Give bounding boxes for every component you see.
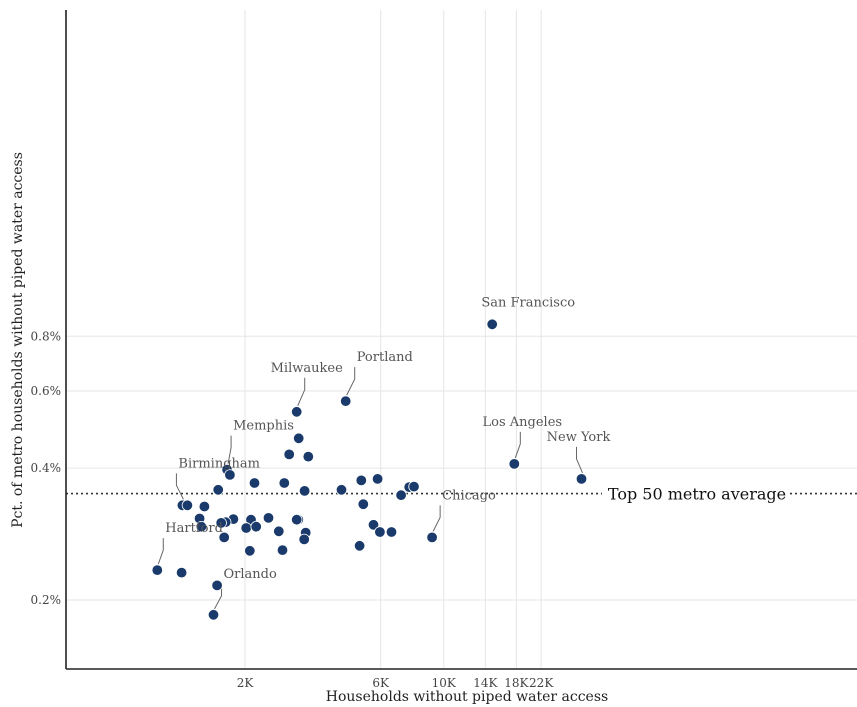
reference-line-group: Top 50 metro average [66, 485, 857, 504]
y-tick-label: 0.2% [31, 593, 62, 607]
x-tick-label: 10K [432, 676, 457, 690]
scatter-point [575, 473, 588, 485]
point-label: Memphis [233, 419, 294, 434]
scatter-point [385, 526, 398, 538]
y-axis-title: Pct. of metro households without piped w… [10, 152, 26, 528]
scatter-point [395, 489, 407, 501]
scatter-point [298, 485, 311, 497]
scatter-point [291, 514, 303, 526]
point-labels: San Francisco Portland Milwaukee Memphis Bir… [165, 295, 610, 582]
y-tick-label: 0.4% [31, 461, 62, 475]
point-label: New York [547, 430, 611, 445]
grid-lines [66, 10, 857, 669]
scatter-point [293, 432, 305, 445]
point-label: Milwaukee [271, 361, 343, 376]
scatter-point [240, 522, 252, 534]
scatter-point [353, 540, 366, 552]
scatter-point [508, 458, 521, 470]
point-label: Birmingham [178, 456, 260, 471]
scatter-point [486, 318, 498, 331]
axes [65, 10, 857, 670]
point-label: Hartford [165, 521, 223, 536]
label-leader-line [514, 431, 521, 459]
scatter-point [278, 477, 291, 489]
label-leader-line [227, 435, 232, 464]
scatter-point [250, 521, 262, 533]
scatter-point [367, 519, 380, 531]
scatter-point [426, 531, 438, 544]
x-tick-label: 22K [529, 676, 554, 690]
label-leader-line [346, 367, 356, 396]
label-leader-line [576, 446, 583, 474]
x-tick-label: 14K [473, 676, 498, 690]
scatter-point [291, 406, 303, 418]
scatter-point [195, 521, 208, 533]
scatter-point [244, 545, 256, 557]
x-tick-label: 18K [504, 676, 529, 690]
scatter-point [151, 564, 164, 576]
scatter-point [371, 473, 384, 485]
point-label: Portland [357, 350, 413, 365]
scatter-point [218, 531, 230, 544]
tick-labels: 2K 6K 10K 14K 18K 22K 0.2% 0.4% 0.6% 0.8% [31, 329, 555, 690]
data-points [151, 318, 588, 621]
scatter-point [408, 480, 420, 493]
x-tick-label: 2K [237, 676, 255, 690]
scatter-point [175, 566, 188, 579]
scatter-point [215, 517, 227, 529]
scatter-point [273, 525, 285, 538]
scatter-point [357, 498, 370, 510]
scatter-point [374, 526, 386, 538]
label-leader-line [175, 473, 184, 500]
scatter-point [224, 469, 236, 481]
scatter-point [181, 499, 194, 512]
scatter-point [340, 395, 352, 407]
scatter-point [355, 474, 368, 487]
label-leader-line [432, 505, 441, 532]
scatter-point [302, 450, 315, 463]
y-tick-label: 0.8% [31, 329, 62, 343]
point-label: San Francisco [481, 295, 575, 310]
label-leader-line [157, 538, 164, 565]
point-label: Chicago [442, 488, 496, 503]
scatter-point [198, 500, 211, 513]
scatter-point [212, 484, 224, 496]
scatter-point [298, 533, 310, 546]
scatter-point [248, 477, 261, 489]
scatter-point [207, 609, 220, 621]
point-label: Los Angeles [483, 415, 563, 430]
reference-line-label: Top 50 metro average [608, 485, 786, 504]
scatter-point [283, 448, 295, 461]
scatter-point [211, 579, 223, 592]
scatter-point [276, 544, 289, 556]
scatter-point [262, 512, 275, 524]
x-axis-title: Households without piped water access [326, 689, 608, 705]
point-label: Orlando [224, 567, 277, 582]
y-tick-label: 0.6% [31, 384, 62, 398]
x-tick-label: 6K [372, 676, 390, 690]
scatter-point [335, 484, 348, 496]
label-leader-line [297, 377, 306, 406]
